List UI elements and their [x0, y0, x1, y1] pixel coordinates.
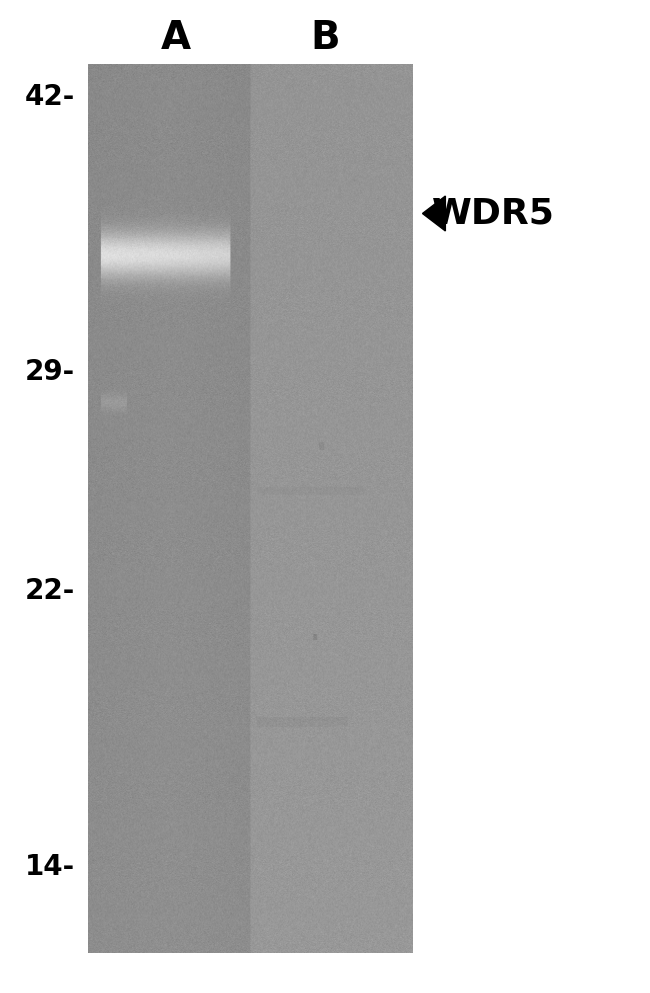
Polygon shape — [422, 196, 445, 231]
Text: 29-: 29- — [25, 358, 75, 386]
Text: A: A — [161, 19, 190, 57]
Text: 14-: 14- — [25, 853, 75, 881]
Text: 42-: 42- — [25, 83, 75, 111]
Text: 22-: 22- — [25, 577, 75, 605]
Text: WDR5: WDR5 — [432, 197, 555, 230]
Text: B: B — [310, 19, 340, 57]
